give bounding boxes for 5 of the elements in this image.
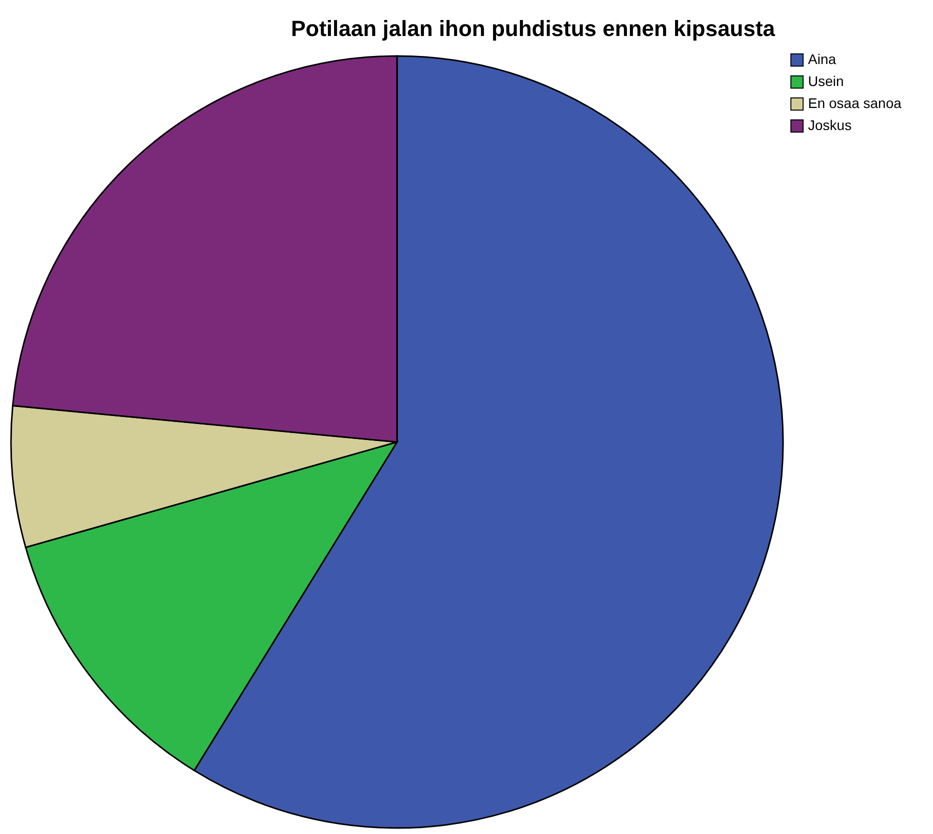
chart-title: Potilaan jalan ihon puhdistus ennen kipsausta: [290, 16, 776, 41]
legend-label: En osaa sanoa: [808, 95, 902, 111]
legend-label: Joskus: [808, 117, 852, 133]
legend-label: Aina: [808, 51, 836, 67]
legend-label: Usein: [808, 73, 844, 89]
